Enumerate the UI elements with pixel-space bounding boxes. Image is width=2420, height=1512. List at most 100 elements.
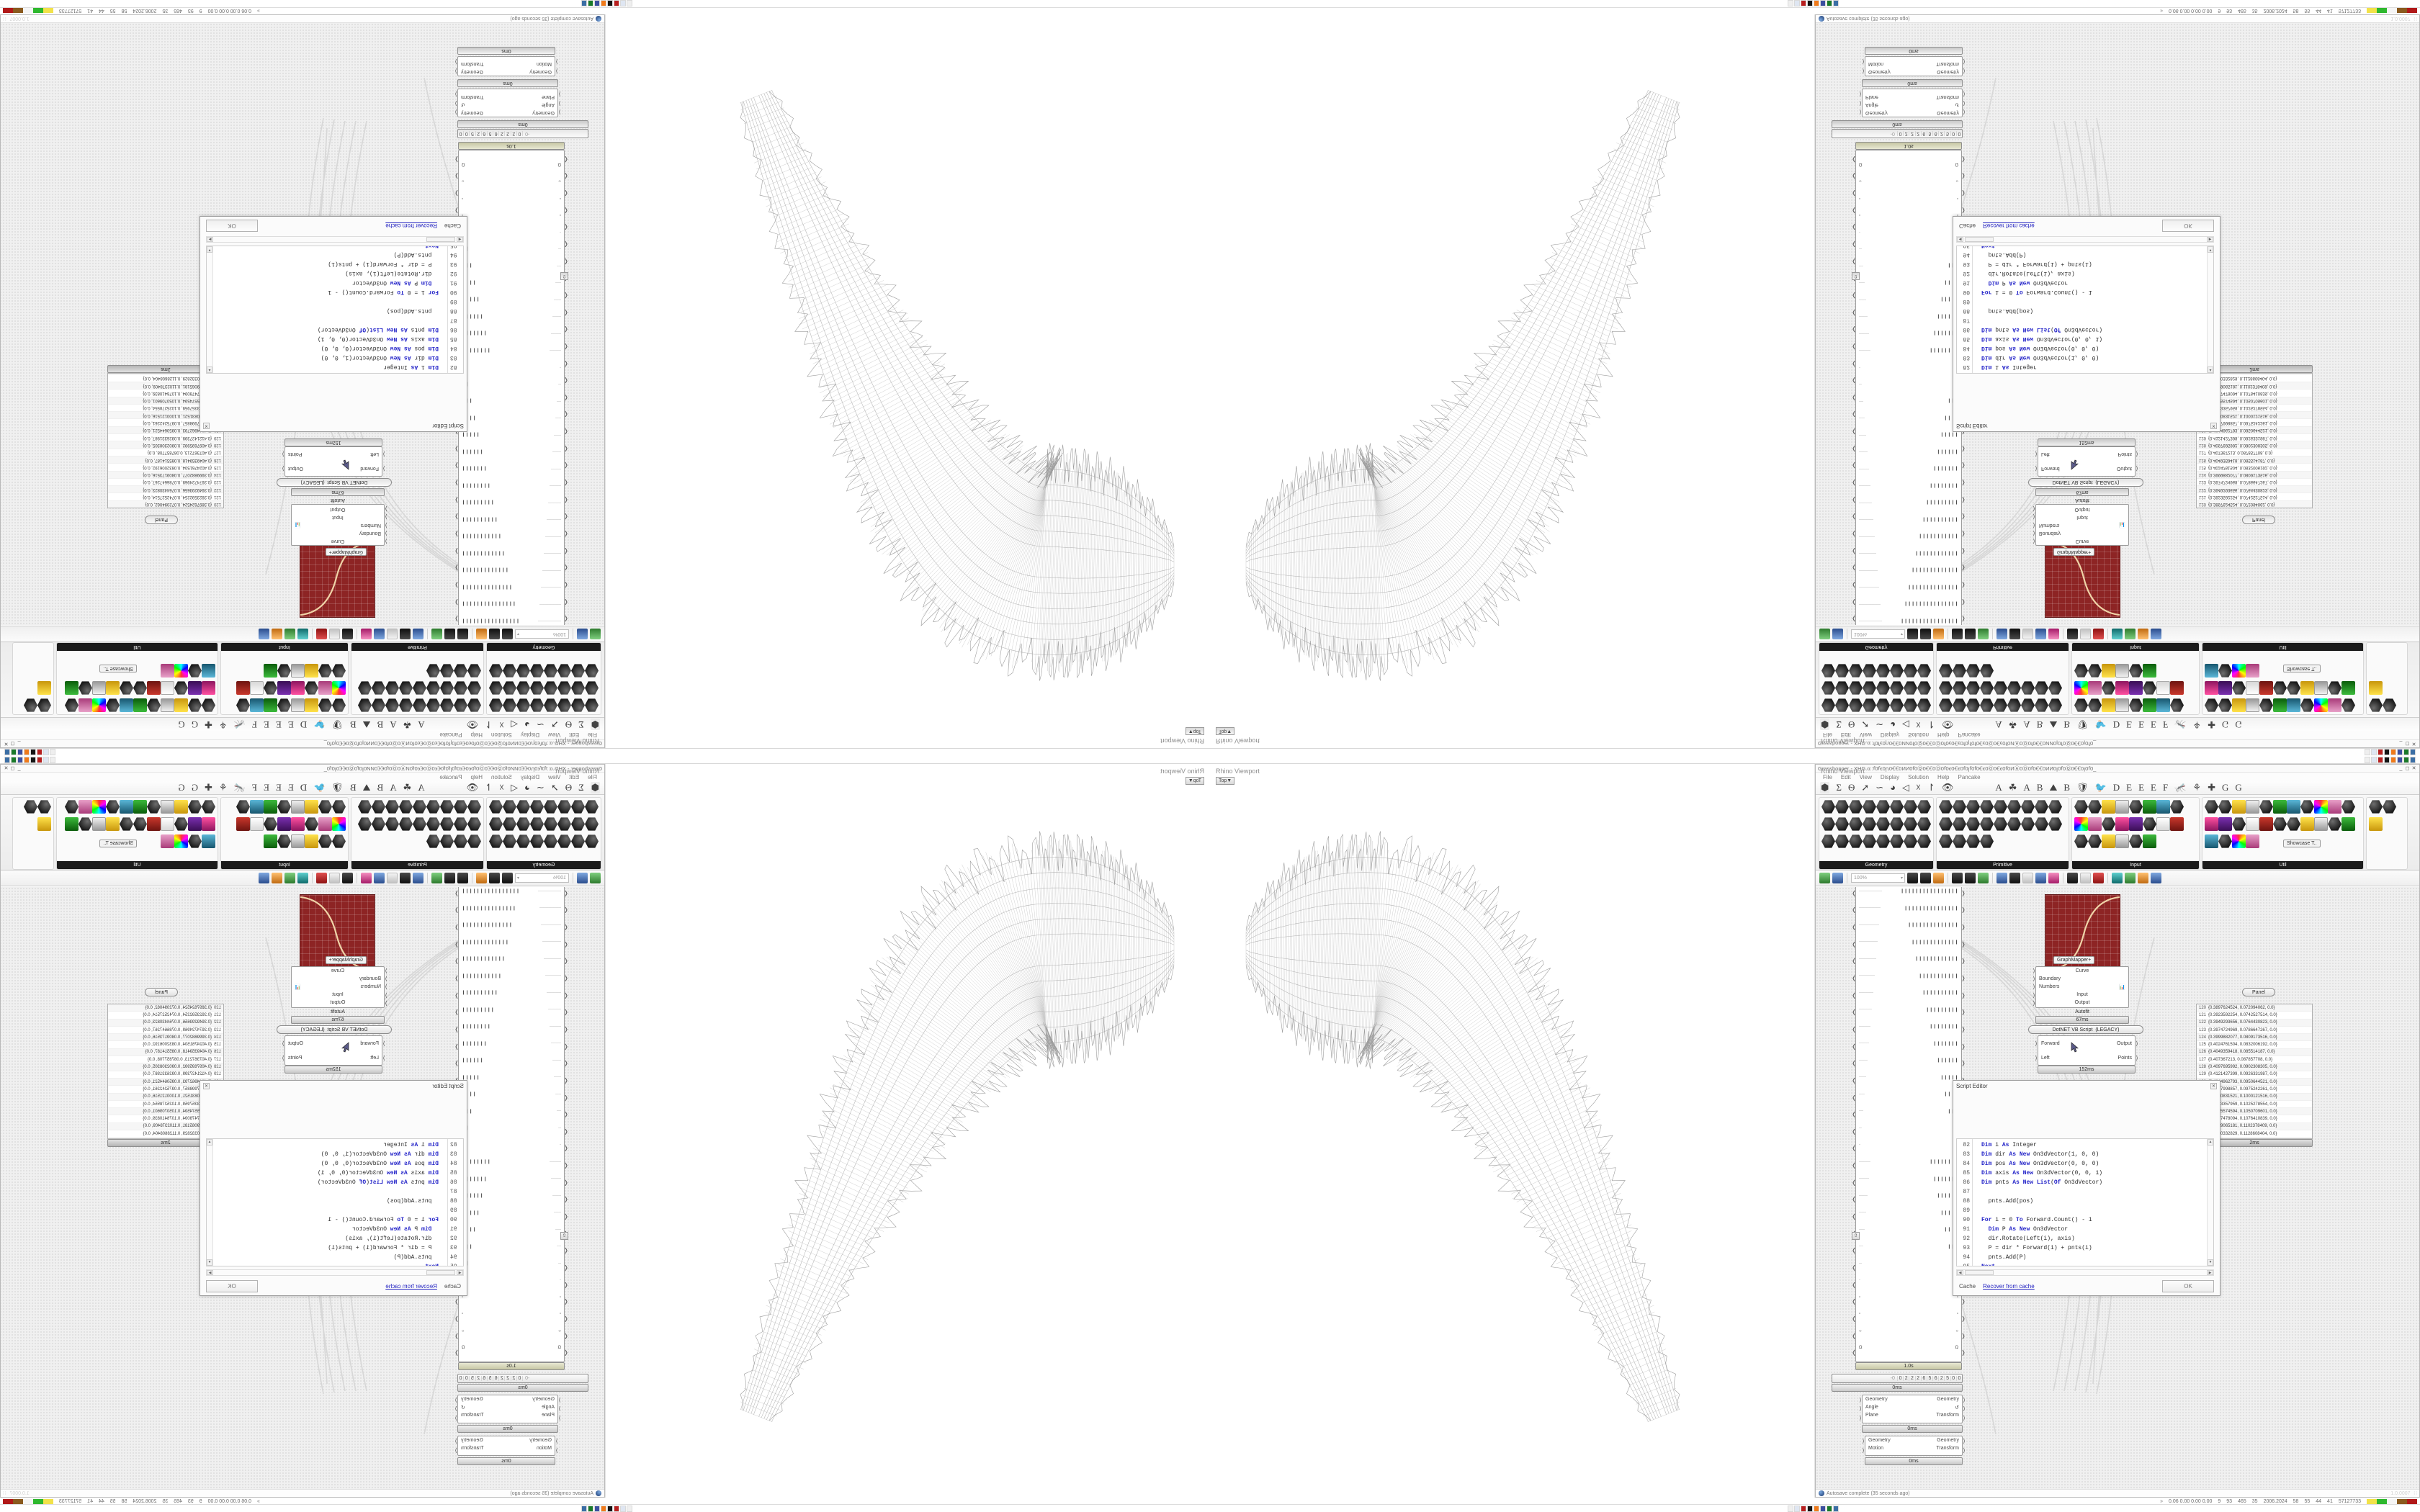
ribbon-icon[interactable] xyxy=(1917,800,1931,814)
ribbon-icon[interactable] xyxy=(291,681,305,695)
param-nub[interactable]: ❬ xyxy=(1851,1179,1857,1186)
tab-vector-icon[interactable]: ➚ xyxy=(550,719,559,730)
ribbon-icon[interactable] xyxy=(133,681,147,695)
ink-icon-b[interactable] xyxy=(607,1505,614,1512)
ink-icon[interactable] xyxy=(2384,749,2390,756)
code-horizontal-scrollbar[interactable]: ◀ ▶ xyxy=(1956,1269,2214,1276)
param-nub[interactable]: ❬ xyxy=(563,530,569,537)
param-nub[interactable]: ❬ xyxy=(563,411,569,418)
param-nub[interactable]: ❬ xyxy=(1851,598,1857,606)
tab-b2[interactable]: B xyxy=(2063,782,2071,793)
ribbon-icon[interactable] xyxy=(2205,817,2218,831)
graph-mapper-timer[interactable]: 67ms xyxy=(291,1016,385,1024)
ribbon-icon[interactable] xyxy=(557,664,571,678)
code-horizontal-scrollbar[interactable]: ◀ ▶ xyxy=(206,1269,464,1276)
maximize-button[interactable]: ◻ xyxy=(10,766,15,771)
terminal-icon-b[interactable] xyxy=(1826,0,1832,7)
param-nub[interactable]: ❬ xyxy=(563,616,569,623)
tab-params-icon[interactable]: ⬢ xyxy=(1820,719,1830,730)
param-row[interactable]: ······· ❙❙❙❙❙❙❙ xyxy=(1856,325,1961,342)
ribbon-icon[interactable] xyxy=(1863,681,1876,695)
param-row[interactable]: ········ ❙❙❙❙❙❙❙❙ xyxy=(1856,477,1961,495)
firefox-icon[interactable] xyxy=(2390,756,2396,763)
param-row[interactable]: ········· ❙❙❙❙❙❙❙❙❙ xyxy=(459,494,564,511)
ribbon-icon[interactable] xyxy=(264,800,277,814)
ribbon-icon[interactable] xyxy=(2102,698,2115,712)
param-nub[interactable]: ❬ xyxy=(1851,496,1857,503)
ribbon-icon[interactable] xyxy=(250,681,264,695)
ribbon-icon[interactable] xyxy=(24,800,37,814)
ribbon-icon[interactable] xyxy=(1876,834,1890,848)
ribbon-icon[interactable] xyxy=(503,664,516,678)
param-row[interactable]: ······· ❙❙❙❙❙❙❙ xyxy=(1856,1035,1961,1053)
ribbon-icon[interactable] xyxy=(585,817,599,831)
code-text[interactable]: Dim i As Integer Dim dir As New On3dVecto… xyxy=(207,246,447,373)
param-nub[interactable]: ❬ xyxy=(1851,1076,1857,1084)
ribbon-icon[interactable] xyxy=(2328,817,2341,831)
param-nub[interactable]: ❭ xyxy=(454,1043,460,1050)
tab-shield-icon[interactable]: 🛡 xyxy=(2076,782,2089,793)
ribbon-icon[interactable] xyxy=(2074,817,2088,831)
code-vertical-scrollbar[interactable]: ▲ ▼ xyxy=(207,246,213,373)
menu-help[interactable]: Help xyxy=(1937,773,1950,780)
code-line[interactable]: pnts.Add(pos) xyxy=(1981,1198,2034,1205)
param-nub[interactable]: ❬ xyxy=(563,377,569,384)
series-timer-bar[interactable]: 1.0s xyxy=(1855,142,1962,150)
ribbon-icon[interactable] xyxy=(318,800,332,814)
resize-grip-icon[interactable]: ∷ xyxy=(4,16,6,21)
ribbon-icon[interactable] xyxy=(1876,698,1890,712)
ribbon-icon[interactable] xyxy=(1821,698,1835,712)
monitor-icon[interactable] xyxy=(2410,756,2416,763)
cluster-icon[interactable] xyxy=(284,629,295,639)
primitive-icons[interactable] xyxy=(1939,800,2066,852)
scroll-left-arrow[interactable]: ◀ xyxy=(1957,1270,1963,1275)
ribbon-icon[interactable] xyxy=(2246,681,2259,695)
tab-f1[interactable]: F xyxy=(2163,782,2169,793)
ribbon-group-input[interactable]: Input xyxy=(2071,642,2200,715)
firefox-icon-b[interactable] xyxy=(601,1505,607,1512)
tab-a1[interactable]: A xyxy=(418,782,425,793)
ribbon-icon[interactable] xyxy=(516,800,530,814)
ribbon-icon[interactable] xyxy=(1994,800,2007,814)
ribbon-icon[interactable] xyxy=(1863,817,1876,831)
code-line[interactable] xyxy=(1981,297,2213,306)
param-nub[interactable]: ❬ xyxy=(1851,1332,1857,1339)
widget-icon[interactable] xyxy=(2151,873,2161,883)
script-editor-footer[interactable]: Cache Recover from cache OK xyxy=(1953,1277,2220,1295)
code-text[interactable]: Dim i As Integer Dim dir As New On3dVecto… xyxy=(1973,246,2213,373)
code-text[interactable]: Dim i As Integer Dim dir As New On3dVecto… xyxy=(1973,1139,2213,1266)
ribbon-icon[interactable] xyxy=(2007,681,2021,695)
menu-pancake[interactable]: Pancake xyxy=(1958,732,1981,739)
param-row[interactable]: ···· ❙❙❙❙ xyxy=(1856,410,1961,427)
menu-help[interactable]: Help xyxy=(470,732,483,739)
ribbon-icon[interactable] xyxy=(1939,817,1953,831)
code-line[interactable]: Dim i As Integer xyxy=(1981,364,2037,370)
cache-button[interactable]: Cache xyxy=(444,1282,461,1290)
rotate-component[interactable]: ⟩ ⟩ ⟩ ⟩ ⟩ ⟩ Geometry Geometry Angle ↺ Plane … xyxy=(1859,1395,1966,1423)
param-row[interactable]: ···❙❙❙ xyxy=(459,257,564,274)
menu-bar[interactable]: File Edit View Display Solution Help Pan… xyxy=(1,773,604,781)
ribbon-tab-bar[interactable]: ⬢ Σ Ѳ ➚ ∽ ◕ ◁ ☓ ↾ 👁 A ☘ A B ⛰ B 🛡 🐦 D xyxy=(1816,717,2419,731)
slider-digit[interactable]: 2 xyxy=(1938,131,1945,136)
menu-display[interactable]: Display xyxy=(520,773,540,780)
ribbon-icon[interactable] xyxy=(79,681,92,695)
ribbon-group-extra[interactable] xyxy=(12,797,54,870)
param-row[interactable]: ········ ❙❙❙❙❙❙❙❙ xyxy=(459,1018,564,1035)
param-nub[interactable]: ❬ xyxy=(1851,173,1857,180)
param-nub[interactable]: ❭ xyxy=(1960,991,1966,999)
menu-solution[interactable]: Solution xyxy=(1908,732,1930,739)
ribbon-icon[interactable] xyxy=(1904,698,1917,712)
ribbon-icon[interactable] xyxy=(2314,698,2328,712)
preview-off-icon[interactable] xyxy=(2067,873,2078,883)
param-row[interactable]: ····· ❙❙❙❙❙ xyxy=(1856,1069,1961,1086)
maximize-button[interactable]: ◻ xyxy=(2405,766,2410,771)
ribbon-icon[interactable] xyxy=(2246,664,2259,678)
param-row[interactable]: ··❙❙ xyxy=(459,240,564,258)
param-row[interactable]: ······ ❙❙❙❙❙❙ xyxy=(1856,1052,1961,1069)
code-line[interactable]: P = dir * Forward(i) + pnts(i) xyxy=(1981,261,2092,267)
ribbon-icon[interactable] xyxy=(161,800,174,814)
input-nubs-left[interactable]: ❬❬❬❬❬❬❬❬❬❬❬❬❬❬❬❬❬❬❬❬❬❬❬❬❬❬❬❬❬❬❬❬❬❬❬❬❬❬❬❬… xyxy=(1851,150,1857,625)
bottom-taskbar-strip[interactable] xyxy=(0,1504,1210,1512)
